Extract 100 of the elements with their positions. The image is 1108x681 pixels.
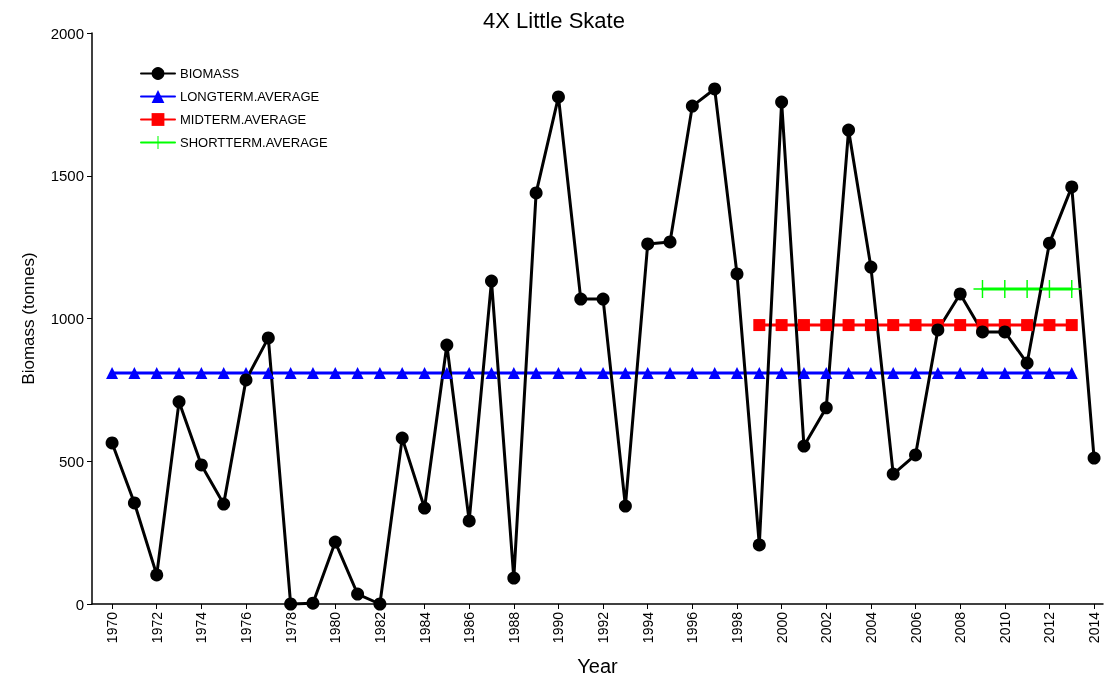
x-tick-label: 1996 [684,611,701,644]
x-tick-label: 2012 [1041,611,1058,644]
x-tick-label: 1986 [461,611,478,644]
point [685,99,699,113]
x-tick-label: 1984 [416,611,433,644]
x-tick-label: 2006 [907,611,924,644]
point [953,287,967,301]
point [820,367,833,380]
x-tick-label: 1982 [371,611,388,644]
point [1043,367,1056,380]
point [1043,319,1056,332]
point [395,431,409,445]
point [194,458,208,472]
x-tick-label: 1970 [104,611,121,644]
point [463,367,476,380]
point [797,319,810,332]
point [842,367,855,380]
x-tick-label: 2008 [952,611,969,644]
x-tick-label: 1976 [237,611,254,644]
point [664,367,677,380]
x-tick-label: 2000 [773,611,790,644]
x-tick-label: 2004 [862,611,879,644]
point [373,367,386,380]
y-tick-label: 1000 [50,310,84,327]
y-tick-label: 500 [58,452,84,470]
point [551,90,565,104]
point [507,367,520,380]
x-tick-label: 1974 [193,611,210,644]
point [173,367,186,380]
point [1065,367,1078,380]
point [842,123,856,137]
point [306,596,320,610]
y-tick-label: 0 [75,595,84,613]
point [284,367,297,380]
point [931,323,945,337]
x-axis-title: Year [577,655,619,677]
point [150,568,164,582]
x-tick-label: 2010 [996,611,1013,644]
point [127,496,141,510]
point [217,497,231,511]
point [418,501,432,515]
point [909,319,922,332]
x-tick-label: 1980 [327,611,344,644]
point [864,260,878,274]
point [239,373,253,387]
point [753,319,766,332]
x-tick-label: 2002 [818,611,835,644]
point [485,367,498,380]
point [106,367,119,380]
point [507,571,521,585]
legend-label: LONGTERM.AVERAGE [180,89,320,104]
point [373,597,387,611]
point [641,367,654,380]
point [552,367,565,380]
point [820,319,833,332]
point [909,367,922,380]
point [262,367,275,380]
y-tick-label: 2000 [50,24,84,42]
point [306,367,319,380]
x-tick-label: 1988 [505,611,522,644]
point [1021,319,1034,332]
point [887,319,900,332]
point [1087,451,1101,465]
legend-label: SHORTTERM.AVERAGE [180,135,328,150]
point [998,367,1011,380]
point [998,325,1012,339]
point [886,467,900,481]
point [864,367,877,380]
point [819,401,833,415]
point [485,274,498,288]
x-tick-label: 1972 [148,611,165,644]
point [708,367,721,380]
x-tick-label: 1994 [639,611,656,644]
point [686,367,699,380]
point [1042,236,1056,250]
point [105,436,119,450]
x-tick-label: 2014 [1086,611,1103,644]
point [128,367,141,380]
point [976,325,989,339]
point [797,439,811,453]
point [842,319,855,332]
point [1065,180,1079,194]
point [574,292,588,306]
x-tick-label: 1990 [550,611,567,644]
point [641,237,655,251]
point [797,367,810,380]
point [909,448,923,462]
legend-label: MIDTERM.AVERAGE [180,112,307,127]
point [574,367,587,380]
point [619,367,632,380]
point [440,338,454,352]
point [618,499,632,513]
point [150,367,163,380]
point [440,367,453,380]
point [864,319,877,332]
point [396,367,409,380]
point [663,235,677,249]
point [351,587,365,601]
point [753,367,766,380]
point [954,319,967,332]
